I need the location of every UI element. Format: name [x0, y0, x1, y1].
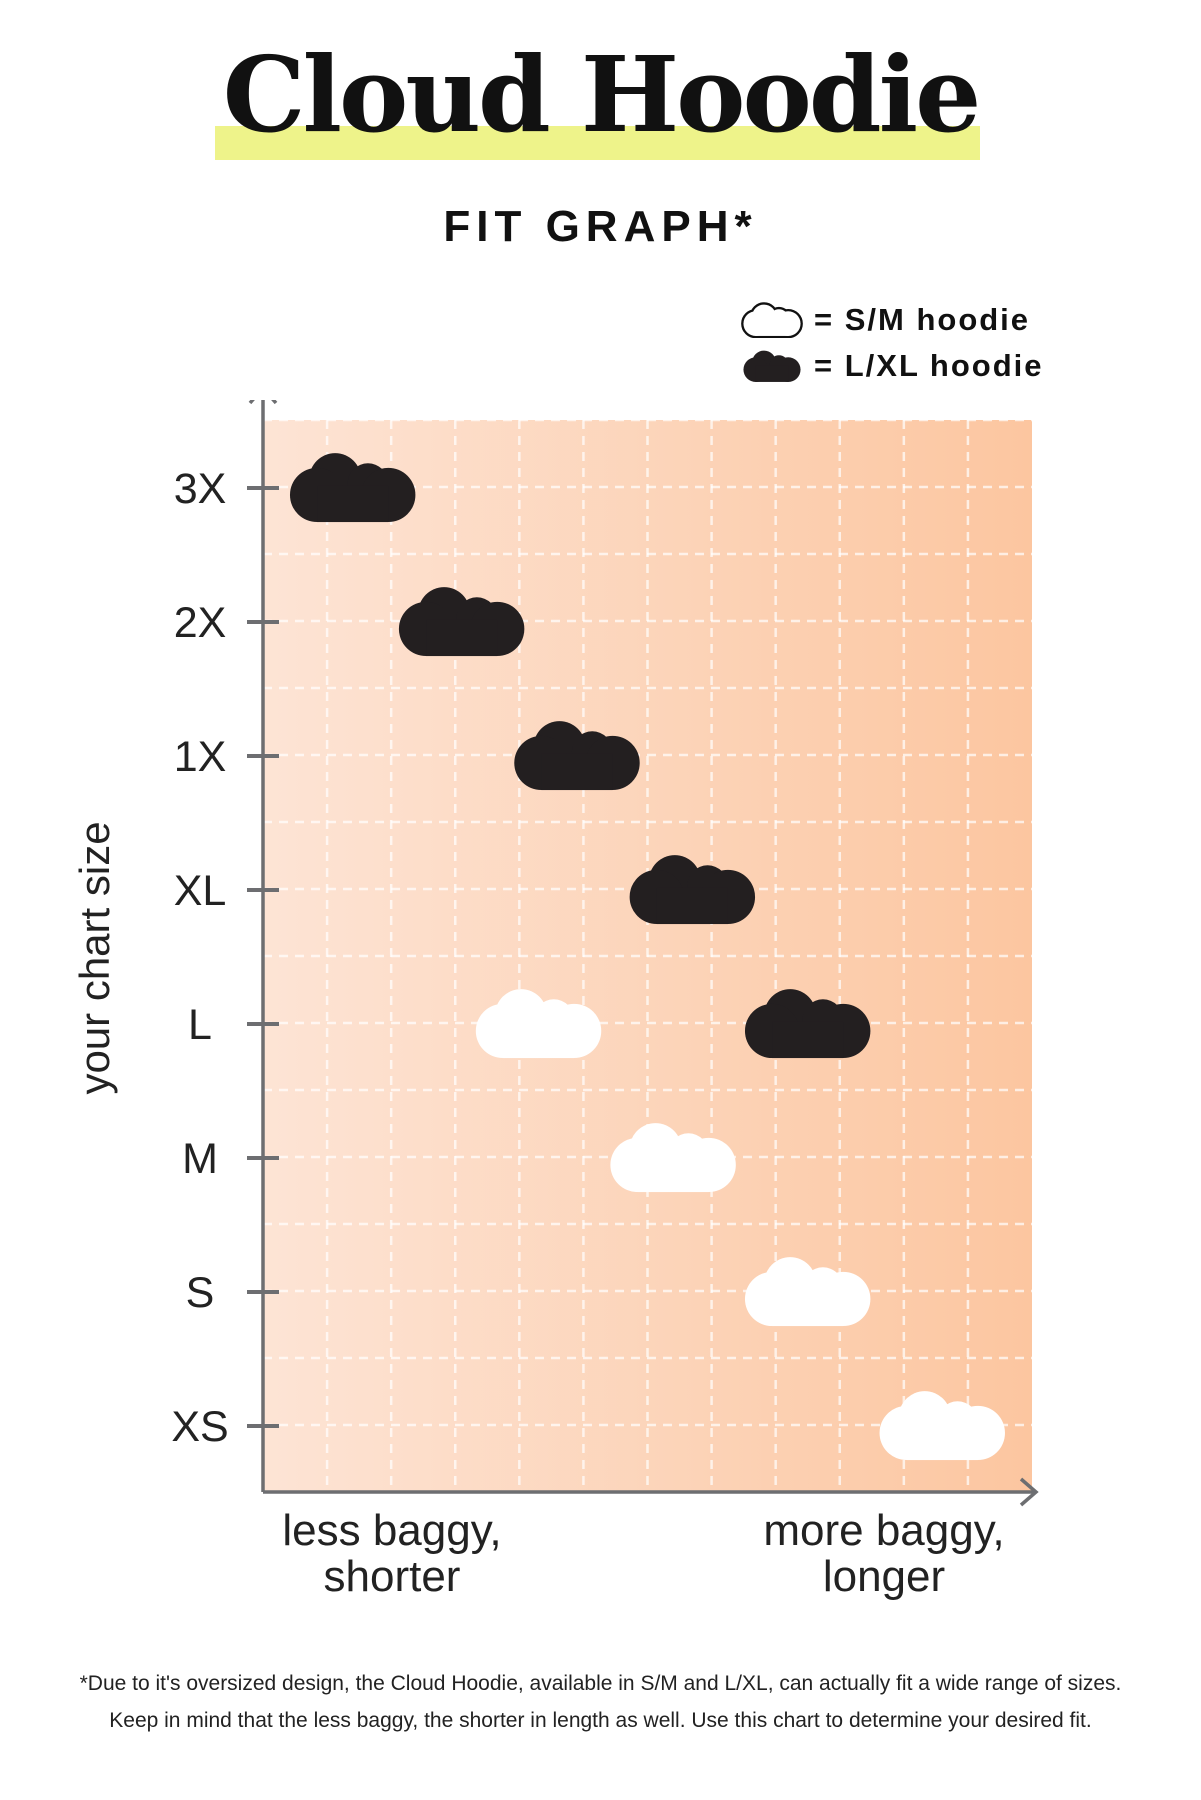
legend-item-sm: = S/M hoodie: [740, 300, 1030, 340]
y-tick-label: 1X: [174, 733, 227, 781]
y-tick-label: 2X: [174, 599, 227, 647]
legend-item-lxl: = L/XL hoodie: [740, 346, 1044, 386]
fit-chart: XS S M L XL 1X 2X 3X: [171, 400, 1039, 1507]
legend-label: = S/M hoodie: [814, 302, 1031, 337]
cloud-outline-icon: [740, 302, 804, 338]
axes: [248, 400, 1039, 1507]
y-tick-label: S: [186, 1269, 215, 1317]
x-low-line2: shorter: [323, 1552, 461, 1601]
x-high-line2: longer: [822, 1552, 946, 1601]
x-axis-high-label: more baggy, longer: [714, 1508, 1054, 1600]
y-tick-label: L: [188, 1001, 212, 1049]
grid: [263, 418, 1032, 1492]
legend-label: = L/XL hoodie: [814, 348, 1044, 383]
x-axis-low-label: less baggy, shorter: [222, 1508, 562, 1600]
y-tick-label: XS: [171, 1403, 228, 1451]
y-tick-label: 3X: [174, 465, 227, 513]
footnote-line-2: Keep in mind that the less baggy, the sh…: [109, 1709, 1092, 1732]
footnote-line-1: *Due to it's oversized design, the Cloud…: [79, 1672, 1122, 1695]
x-low-line1: less baggy,: [282, 1506, 502, 1555]
x-high-line1: more baggy,: [763, 1506, 1005, 1555]
y-ticks: XS S M L XL 1X 2X 3X: [171, 465, 279, 1451]
y-tick-label: XL: [174, 867, 227, 915]
cloud-filled-icon: [743, 350, 801, 382]
y-tick-label: M: [182, 1135, 218, 1183]
title-highlight: [215, 126, 980, 160]
page-title: Cloud Hoodie: [222, 33, 982, 156]
x-axis-arrow: [1019, 1477, 1039, 1507]
page-subtitle: FIT GRAPH*: [443, 202, 758, 251]
